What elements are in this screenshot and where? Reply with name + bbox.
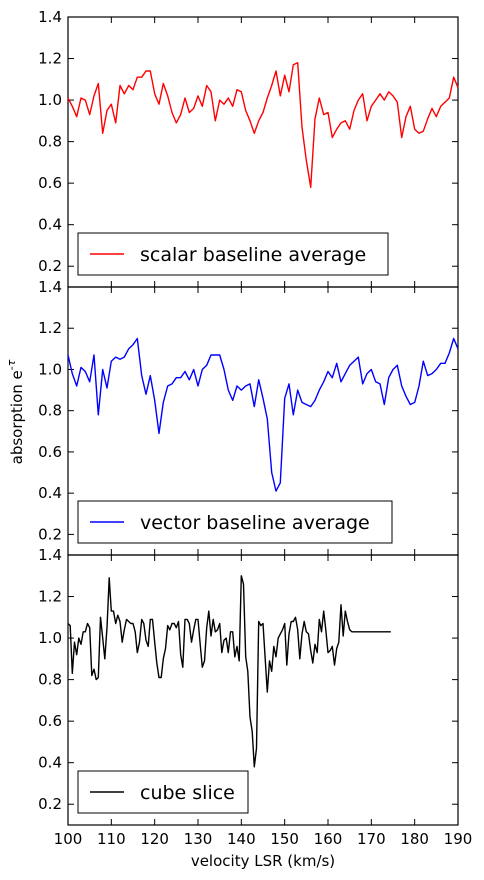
y-axis-label-text: absorption e [8,370,26,464]
y-tick-label: 0.2 [38,795,62,813]
legend-label: scalar baseline average [140,244,366,266]
y-tick-label: 1.4 [38,8,62,26]
y-tick-label: 0.2 [38,525,62,543]
legend-box [77,232,389,276]
y-tick-label: 0.8 [38,402,62,420]
series-line [67,337,459,492]
y-tick-label: 1.2 [38,319,62,337]
y-tick-label: 1.2 [38,588,62,606]
series-line [67,62,459,189]
y-tick-label: 0.8 [38,671,62,689]
x-tick-label: 110 [97,830,126,848]
legend-label: vector baseline average [140,512,370,534]
legend-label: cube slice [140,782,235,804]
y-tick-label: 0.8 [38,133,62,151]
legend-box [77,500,393,544]
x-tick-label: 100 [54,830,83,848]
x-tick-label: 140 [227,830,256,848]
x-tick-label: 160 [314,830,343,848]
y-tick-label: 0.6 [38,443,62,461]
panel-frame [67,554,459,826]
y-tick-label: 0.4 [38,216,62,234]
x-tick-label: 150 [270,830,299,848]
chart-panels: 0.2 0.4 0.6 0.8 1.0 1.2 1.4 scalar baseline ave… [38,8,459,826]
x-tick-label: 170 [357,830,386,848]
x-tick-label: 130 [184,830,213,848]
y-tick-label: 1.4 [38,546,62,564]
y-tick-label: 0.4 [38,754,62,772]
x-tick-label: 120 [140,830,169,848]
panel-1: 0.2 0.4 0.6 0.8 1.0 1.2 1.4 scalar baseline ave… [38,8,459,288]
panel-2: 0.2 0.4 0.6 0.8 1.0 1.2 1.4 vector baseline ave… [38,278,459,556]
x-axis-label: velocity LSR (km/s) [191,852,335,870]
y-tick-label: 1.0 [38,360,62,378]
panel-3: 0.2 0.4 0.6 0.8 1.0 1.2 1.4 cube slice [38,546,459,826]
y-tick-label: 1.4 [38,278,62,296]
y-tick-label: 0.6 [38,174,62,192]
y-tick-label: 0.4 [38,484,62,502]
x-tick-label: 180 [400,830,429,848]
y-tick-label: 1.2 [38,50,62,68]
y-tick-label: 0.6 [38,712,62,730]
y-axis-label: absorption e-τ [5,359,26,464]
x-axis: 100 110 120 130 140 150 160 170 180 190 [54,830,473,848]
y-axis-label-superscript: -τ [5,359,18,370]
x-tick-label: 190 [444,830,473,848]
y-tick-label: 0.2 [38,257,62,275]
y-tick-label: 1.0 [38,91,62,109]
y-tick-label: 1.0 [38,629,62,647]
series-line [67,575,391,768]
